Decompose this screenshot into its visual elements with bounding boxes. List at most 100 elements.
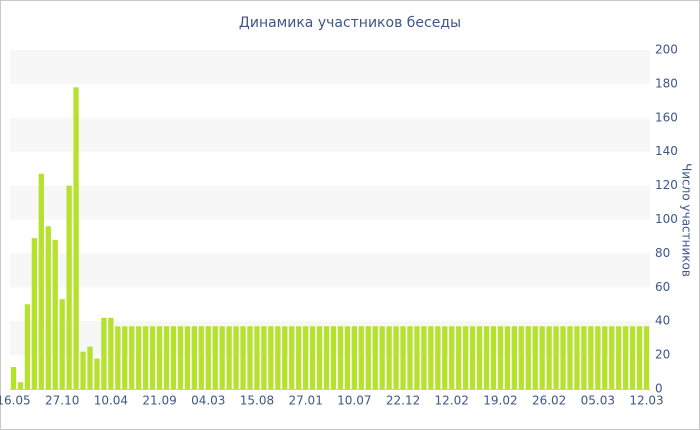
- bar: [219, 326, 225, 389]
- bar: [136, 326, 142, 389]
- x-tick-label: 22.12: [386, 394, 420, 408]
- bar: [553, 326, 559, 389]
- y-tick-label: 20: [655, 348, 670, 362]
- bar: [10, 366, 17, 389]
- y-tick-label: 0: [655, 382, 663, 396]
- bar: [602, 326, 608, 389]
- bar: [581, 326, 587, 389]
- y-tick-label: 200: [655, 43, 678, 57]
- bar: [616, 326, 622, 389]
- bar: [511, 326, 517, 389]
- bar: [66, 185, 72, 389]
- bar: [574, 326, 580, 389]
- x-tick-label: 19.02: [483, 394, 517, 408]
- x-tick-label: 16.05: [0, 394, 31, 408]
- bar: [421, 326, 427, 389]
- bar: [289, 326, 295, 389]
- bar: [365, 326, 371, 389]
- bar: [504, 326, 511, 389]
- bar: [379, 326, 385, 389]
- y-tick-label: 180: [655, 76, 678, 90]
- grid-band: [10, 253, 650, 288]
- bar: [636, 326, 643, 389]
- bar: [546, 326, 552, 389]
- bar: [595, 326, 601, 389]
- bar: [442, 326, 448, 389]
- bar: [351, 326, 357, 389]
- bar: [52, 239, 58, 389]
- bar: [143, 326, 149, 389]
- y-tick-label: 100: [655, 212, 678, 226]
- bar: [428, 326, 434, 389]
- grid-band: [10, 117, 650, 152]
- bar: [45, 226, 51, 389]
- bar: [101, 317, 107, 389]
- bar: [149, 326, 156, 389]
- bar: [449, 326, 455, 389]
- bar: [490, 326, 497, 389]
- bar: [309, 326, 316, 389]
- bar: [539, 326, 545, 389]
- bar: [609, 326, 615, 389]
- bar: [518, 326, 524, 389]
- y-axis-label: Число участников: [680, 163, 694, 277]
- bar: [323, 326, 330, 389]
- x-tick-label: 12.02: [435, 394, 469, 408]
- bar: [629, 326, 636, 389]
- bar: [184, 326, 191, 389]
- bar: [337, 326, 344, 389]
- bar: [476, 326, 483, 389]
- bar: [94, 358, 100, 389]
- x-tick-label: 27.01: [288, 394, 322, 408]
- y-tick-label: 60: [655, 280, 670, 294]
- bar: [525, 326, 531, 389]
- y-tick-label: 80: [655, 246, 670, 260]
- x-tick-label: 15.08: [240, 394, 274, 408]
- x-tick-label: 10.07: [337, 394, 371, 408]
- y-tick-label: 160: [655, 110, 678, 124]
- bar: [386, 326, 392, 389]
- bar: [414, 326, 420, 389]
- bar: [435, 326, 441, 389]
- bar: [38, 173, 44, 389]
- bar: [316, 326, 323, 389]
- bar: [205, 326, 211, 389]
- bar: [469, 326, 476, 389]
- bar: [532, 326, 538, 389]
- bar: [261, 326, 267, 389]
- bar: [623, 326, 629, 389]
- bar: [17, 382, 24, 389]
- x-tick-label: 26.02: [532, 394, 566, 408]
- bar: [240, 326, 246, 389]
- bar: [254, 326, 260, 389]
- bar: [560, 326, 566, 389]
- bar: [212, 326, 218, 389]
- bar: [358, 326, 364, 389]
- y-tick-label: 140: [655, 144, 678, 158]
- bar: [233, 326, 239, 389]
- x-tick-label: 10.04: [94, 394, 128, 408]
- bar: [400, 326, 406, 389]
- bar: [115, 326, 121, 389]
- bar: [330, 326, 337, 389]
- bar: [122, 326, 128, 389]
- bar: [463, 326, 469, 389]
- bar: [24, 304, 31, 389]
- y-tick-label: 120: [655, 178, 678, 192]
- bar: [163, 326, 170, 389]
- bar: [198, 326, 204, 389]
- bar: [226, 326, 232, 389]
- bar: [497, 326, 504, 389]
- grid-band: [10, 185, 650, 220]
- x-tick-label: 27.10: [45, 394, 79, 408]
- bar: [268, 326, 274, 389]
- bar: [177, 326, 184, 389]
- x-tick-label: 12.03: [629, 394, 663, 408]
- x-tick-label: 05.03: [581, 394, 615, 408]
- bar: [156, 326, 163, 389]
- bar: [303, 326, 309, 389]
- bar: [129, 326, 135, 389]
- grid-band: [10, 50, 650, 84]
- bar: [247, 326, 253, 389]
- bar: [456, 326, 462, 389]
